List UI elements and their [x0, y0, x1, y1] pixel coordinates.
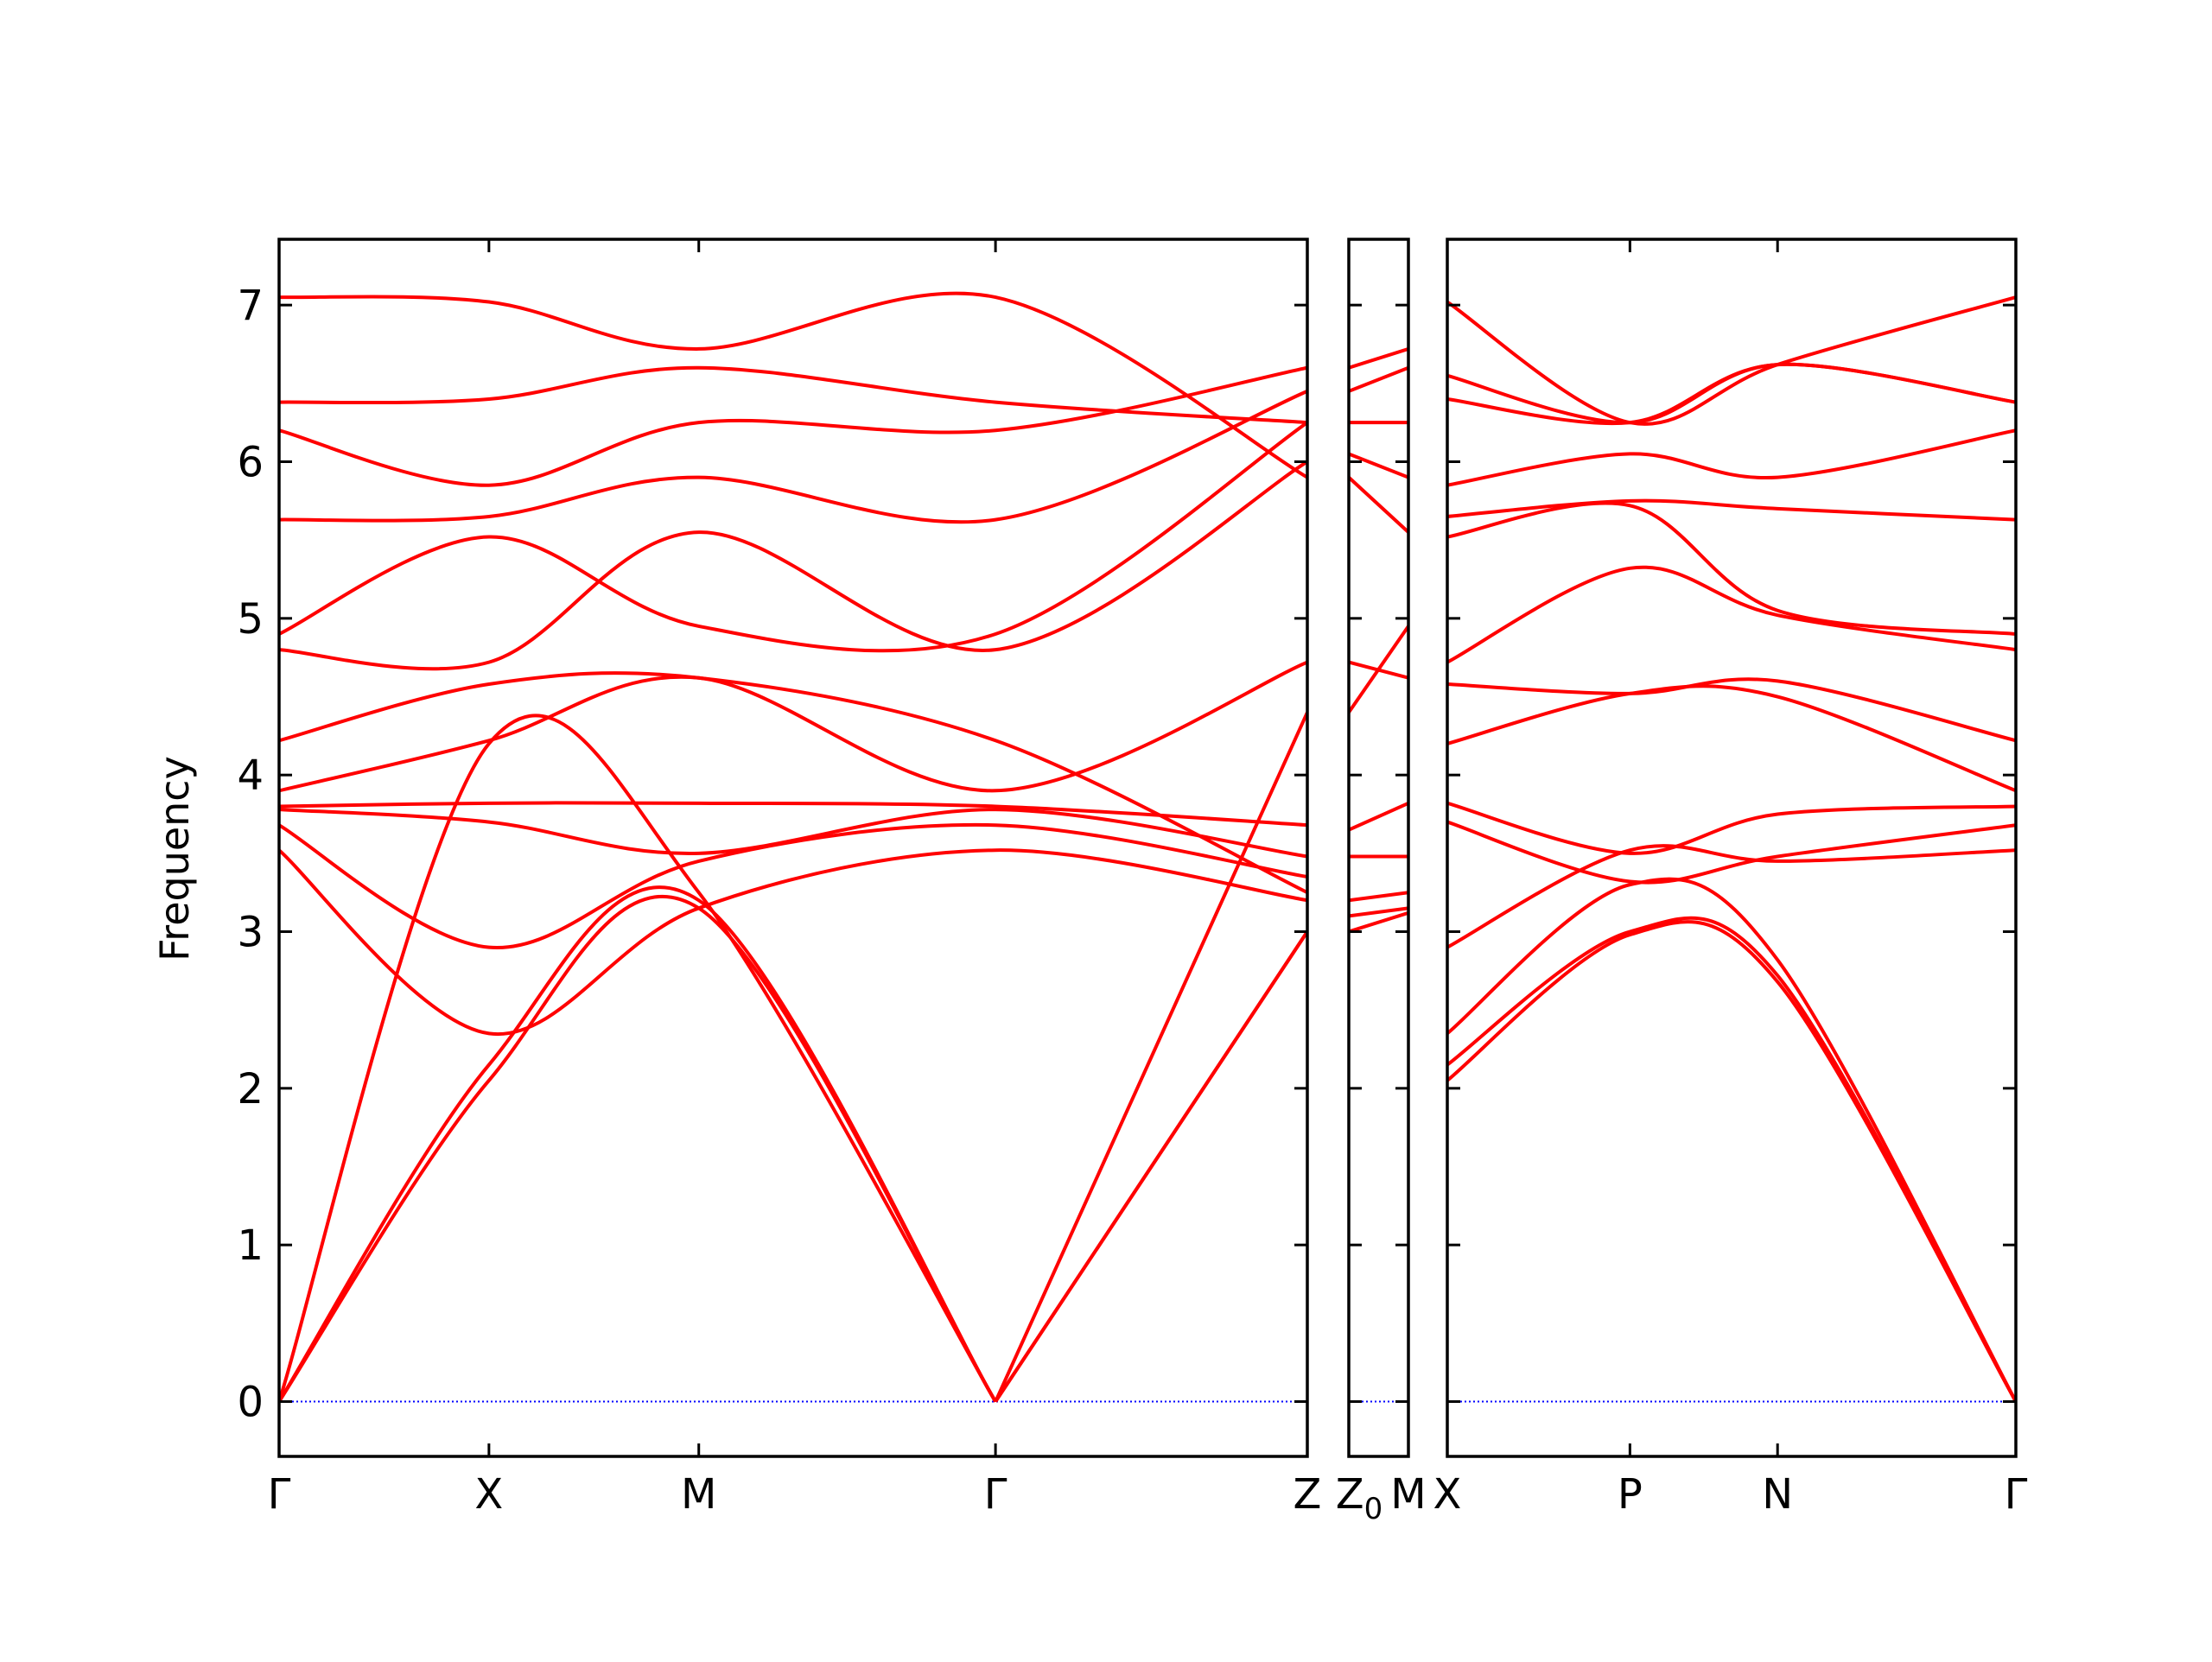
band-line-0-12 — [279, 365, 1307, 487]
band-line-2-11 — [1447, 428, 2016, 487]
x-tick-label: N — [1762, 1470, 1793, 1519]
y-tick-label: 7 — [237, 282, 264, 330]
band-line-2-3 — [1447, 844, 2016, 949]
y-tick-label: 0 — [237, 1379, 264, 1427]
x-tick-label: P — [1618, 1470, 1643, 1519]
band-line-2-9 — [1447, 501, 2016, 636]
x-tick-label: M — [1390, 1470, 1426, 1519]
band-line-1-11 — [1349, 347, 1408, 370]
band-line-2-1 — [1447, 916, 2016, 1403]
x-tick-label: Γ — [2005, 1470, 2028, 1519]
x-tick-label: X — [1433, 1470, 1462, 1519]
band-line-2-14 — [1447, 295, 2016, 426]
x-tick-label: Γ — [268, 1470, 291, 1519]
band-line-0-11 — [279, 390, 1307, 524]
band-line-2-8 — [1447, 565, 2016, 664]
band-line-2-2 — [1447, 877, 2016, 1403]
y-axis-label: Frequency — [151, 756, 198, 961]
band-line-0-13 — [279, 365, 1307, 425]
y-tick-label: 3 — [237, 909, 264, 957]
band-line-0-1 — [279, 885, 1307, 1403]
x-tick-label: X — [474, 1470, 503, 1519]
band-line-1-1 — [1349, 906, 1408, 918]
band-line-1-8 — [1349, 452, 1408, 479]
band-line-1-10 — [1349, 365, 1408, 393]
band-line-0-3 — [279, 848, 1307, 1037]
band-line-0-10 — [279, 421, 1307, 653]
x-tick-label: M — [681, 1470, 716, 1519]
band-line-0-7 — [279, 660, 1307, 793]
band-line-0-5 — [279, 808, 1307, 859]
band-line-0-8 — [279, 671, 1307, 894]
y-tick-label: 6 — [237, 439, 264, 487]
band-line-0-0 — [279, 894, 1307, 1403]
y-tick-label: 1 — [237, 1221, 264, 1270]
band-line-0-9 — [279, 460, 1307, 671]
band-line-0-4 — [279, 822, 1307, 949]
panel-frame-2 — [1446, 238, 2018, 1458]
band-line-2-4 — [1447, 820, 2016, 885]
x-tick-label: Z0 — [1336, 1470, 1383, 1526]
band-line-0-2 — [279, 711, 1307, 1403]
panel-frame-1 — [1347, 238, 1410, 1458]
band-line-1-6 — [1349, 660, 1408, 680]
band-line-0-6 — [279, 801, 1307, 828]
x-tick-label: Γ — [984, 1470, 1007, 1519]
band-line-2-12 — [1447, 362, 2016, 426]
band-line-2-5 — [1447, 801, 2016, 855]
band-line-2-7 — [1447, 677, 2016, 743]
band-line-1-7 — [1349, 476, 1408, 534]
panel-frame-0 — [277, 238, 1309, 1458]
band-line-2-13 — [1447, 362, 2016, 425]
y-tick-label: 4 — [237, 752, 264, 800]
y-tick-label: 5 — [237, 595, 264, 644]
x-tick-label-subscript: 0 — [1364, 1492, 1383, 1526]
band-line-2-6 — [1447, 684, 2016, 793]
band-line-0-14 — [279, 291, 1307, 479]
x-tick-label: Z — [1294, 1470, 1322, 1519]
y-tick-label: 2 — [237, 1065, 264, 1113]
band-line-1-4 — [1349, 801, 1408, 832]
band-line-2-10 — [1447, 498, 2016, 522]
band-line-1-0 — [1349, 910, 1408, 934]
band-line-1-2 — [1349, 891, 1408, 903]
